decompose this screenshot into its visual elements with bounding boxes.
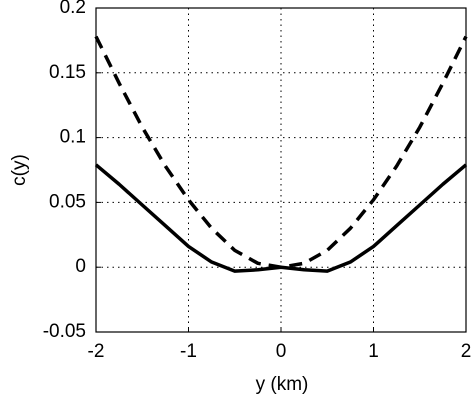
x-tick-label: 1	[368, 341, 379, 362]
x-tick-label: -2	[88, 341, 105, 362]
x-tick-label: -1	[180, 341, 197, 362]
plot-frame	[95, 7, 467, 333]
y-tick-label: -0.05	[43, 321, 86, 342]
y-tick-label: 0.2	[60, 0, 86, 18]
x-tick-label: 0	[276, 341, 287, 362]
data-line	[94, 163, 468, 273]
x-tick-label: 2	[461, 341, 472, 362]
y-tick-label: 0.1	[60, 127, 86, 148]
y-tick-label: 0.05	[49, 191, 86, 212]
y-tick-label: 0.15	[49, 62, 86, 83]
x-axis-label: y (km)	[256, 374, 309, 395]
y-tick-label: 0	[75, 256, 86, 277]
y-axis-label: c(y)	[9, 154, 30, 186]
